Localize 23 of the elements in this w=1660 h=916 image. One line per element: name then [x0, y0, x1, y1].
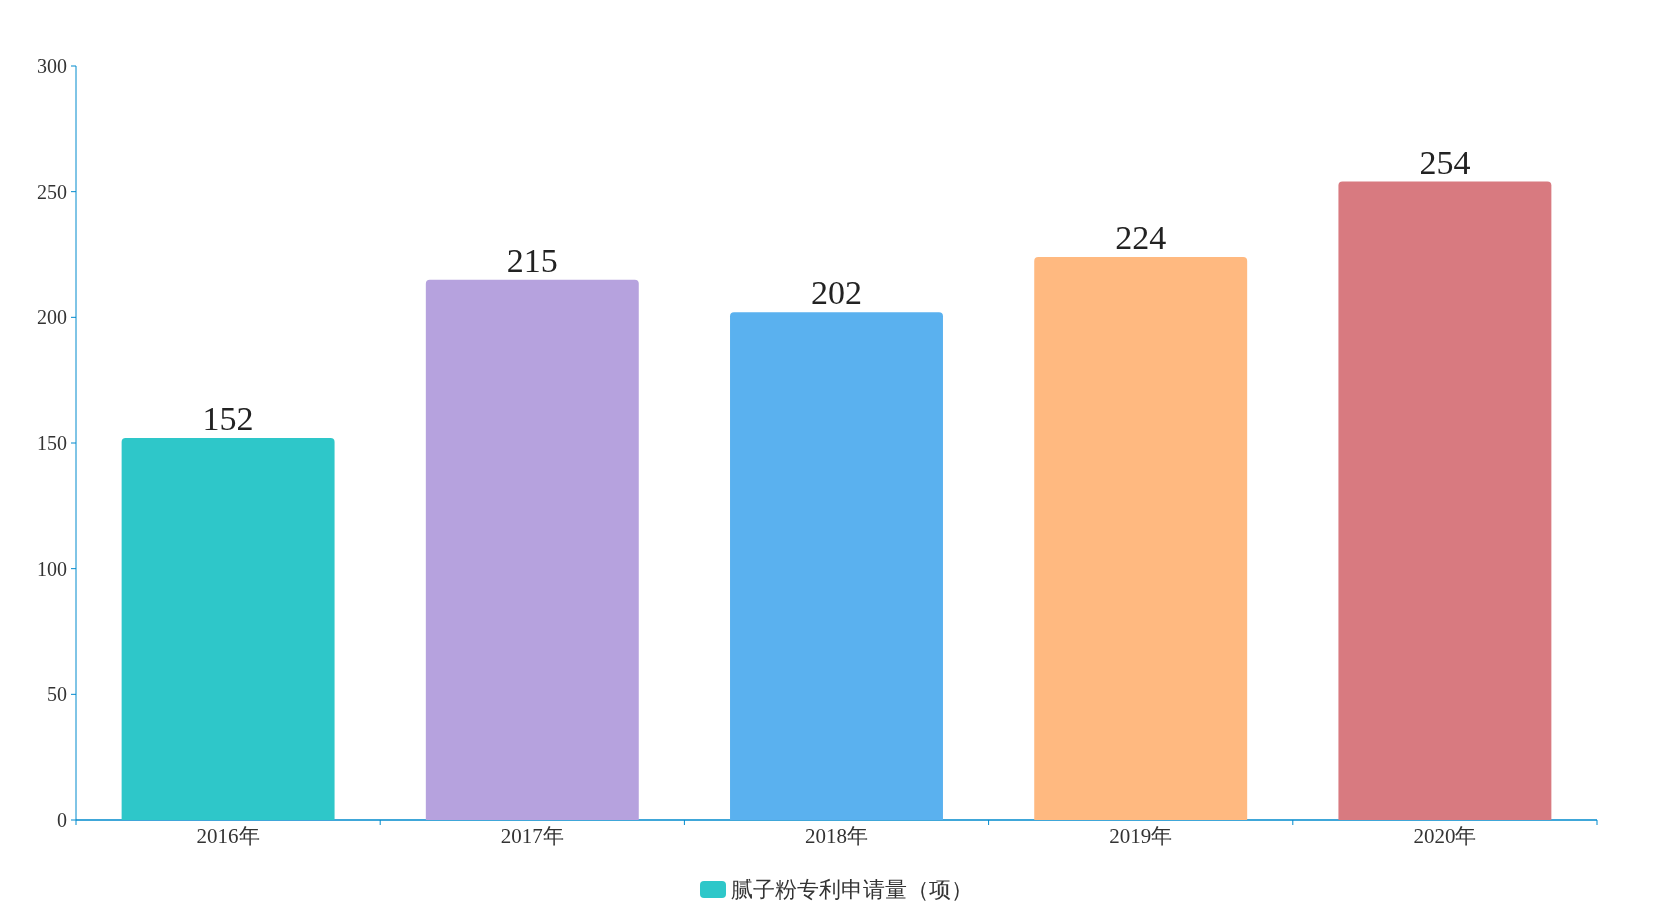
bar [730, 312, 943, 820]
bar [121, 437, 335, 820]
bar [1034, 257, 1248, 820]
x-tick-label: 2018年 [805, 824, 868, 848]
x-tick-label: 2020年 [1413, 824, 1477, 848]
x-tick-label: 2019年 [1109, 824, 1173, 848]
x-tick-label: 2017年 [500, 824, 564, 848]
bar [1338, 181, 1552, 820]
bar [425, 279, 639, 820]
y-tick-label: 300 [37, 55, 67, 77]
y-tick-label: 200 [37, 306, 67, 329]
y-tick-label: 150 [37, 432, 67, 454]
data-label: 215 [506, 241, 558, 279]
data-label: 202 [811, 274, 862, 312]
y-tick-label: 0 [57, 809, 67, 831]
x-tick-label: 2016年 [196, 824, 260, 848]
data-label: 224 [1115, 219, 1167, 257]
y-tick-label: 100 [37, 557, 67, 580]
data-label: 152 [202, 399, 254, 437]
y-tick-label: 250 [37, 180, 67, 203]
legend-label: 腻子粉专利申请量（项） [731, 877, 973, 902]
y-tick-label: 50 [47, 683, 67, 706]
data-label: 254 [1419, 143, 1471, 181]
